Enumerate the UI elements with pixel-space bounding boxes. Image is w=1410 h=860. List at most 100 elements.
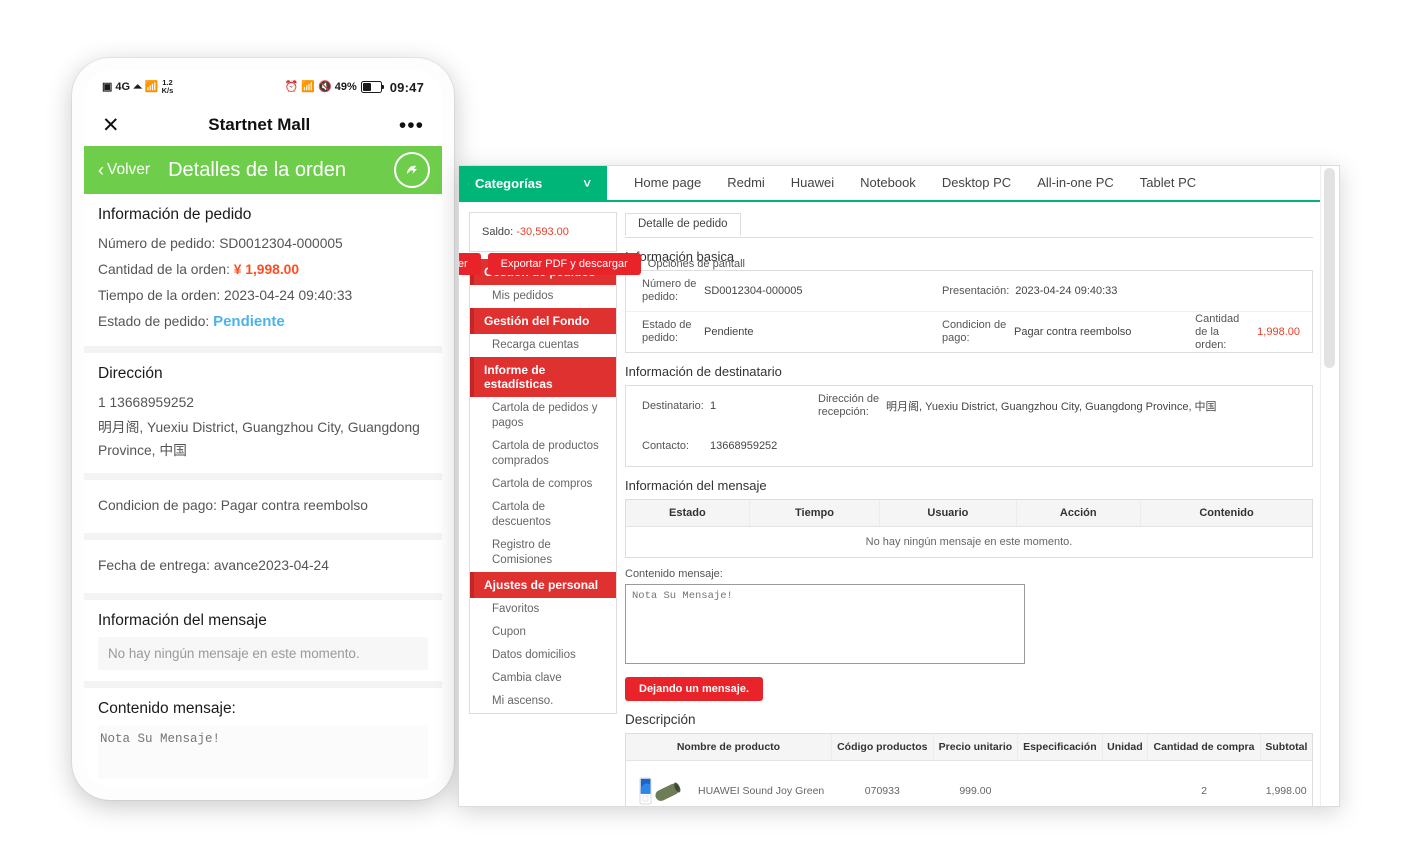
table-row: No hay ningún mensaje en este momento. <box>626 527 1312 558</box>
recipient-name-value: 1 <box>710 400 717 412</box>
col-usuario: Usuario <box>879 500 1017 527</box>
message-info-heading: Información del mensaje <box>98 612 267 629</box>
more-options-icon[interactable]: ••• <box>398 113 424 137</box>
sidebar-item-cartola-de-descuentos[interactable]: Cartola de descuentos <box>492 501 551 528</box>
sidebar-item-registro-de-comisiones[interactable]: Registro de Comisiones <box>492 539 553 566</box>
col-unidad: Unidad <box>1102 734 1149 761</box>
sim-card-icon: ▣ <box>102 80 113 93</box>
address-card: Dirección 1 13668959252 明月阁, Yuexiu Dist… <box>84 353 442 473</box>
address-contact: 1 13668959252 <box>98 395 194 410</box>
message-table: Estado Tiempo Usuario Acción Contenido N… <box>626 500 1312 557</box>
chevron-down-icon: ˅ <box>583 175 591 191</box>
status-badge: Pendiente <box>213 313 285 330</box>
tab-bar: Detalle de pedido <box>625 212 1313 238</box>
product-price: 999.00 <box>959 785 992 797</box>
sidebar-item-cartola-productos-comprados[interactable]: Cartola de productos comprados <box>492 440 599 467</box>
nav-link-desktop-pc[interactable]: Desktop PC <box>941 175 1012 190</box>
product-thumbnail-cell <box>626 761 694 806</box>
sidebar-item-favoritos[interactable]: Favoritos <box>492 603 540 615</box>
order-amount-label: Cantidad de la orden: <box>98 262 230 277</box>
balance-value: -30,593.00 <box>516 226 569 238</box>
order-amount-line: Cantidad de la orden: ¥ 1,998.00 <box>98 257 428 283</box>
sidebar-item-cupon[interactable]: Cupon <box>492 626 526 638</box>
order-status-line: Estado de pedido: Pendiente <box>98 309 428 335</box>
back-button-label: Volver <box>107 161 151 178</box>
submitted-value: 2023-04-24 09:40:33 <box>1015 285 1118 297</box>
status-right-group: ⏰ 📶 🔇 49% 09:47 <box>285 80 424 95</box>
clock-label: 09:47 <box>389 79 424 95</box>
sidebar-menu: Gestion de pedidos Mis pedidos Gestión d… <box>469 259 617 714</box>
sidebar-group-informe-de-estadisticas[interactable]: Informe de estadísticas <box>470 357 616 397</box>
message-table-head: Estado Tiempo Usuario Acción Contenido <box>626 500 1312 527</box>
nav-link-notebook[interactable]: Notebook <box>860 175 916 190</box>
categories-label: Categorías <box>475 175 543 191</box>
basic-info-row-2: Estado de pedido: Pendiente Condicion de… <box>626 311 1312 352</box>
nav-link-home-page[interactable]: Home page <box>634 175 702 190</box>
tab-detalle-de-pedido[interactable]: Detalle de pedido <box>625 213 741 236</box>
product-name: HUAWEI Sound Joy Green <box>698 785 825 797</box>
panel-body: Saldo: -30,593.00 Gestion de pedidos Mis… <box>459 202 1321 806</box>
nav-link-huawei[interactable]: Huawei <box>790 175 835 190</box>
message-textarea[interactable] <box>98 725 428 779</box>
mute-icon: 🔇 <box>318 80 332 93</box>
sidebar-item-cartola-pedidos-pagos[interactable]: Cartola de pedidos y pagos <box>492 402 598 429</box>
desktop-browser-panel: Categorías ˅ Home page Redmi Huawei Note… <box>458 165 1340 807</box>
back-button[interactable]: Volver <box>459 253 481 275</box>
recipient-row-1: Destinatario: 1 Dirección de recepción: … <box>626 386 1312 426</box>
nav-link-redmi[interactable]: Redmi <box>727 175 765 190</box>
categories-dropdown[interactable]: Categorías ˅ <box>459 166 607 200</box>
sidebar-item-recarga-cuentas[interactable]: Recarga cuentas <box>492 339 579 351</box>
sidebar-group-gestion-del-fondo[interactable]: Gestión del Fondo <box>470 308 616 334</box>
back-button[interactable]: ‹ Volver <box>98 161 150 179</box>
order-time-value: 2023-04-24 09:40:33 <box>224 288 353 303</box>
sidebar-item-cambia-clave[interactable]: Cambia clave <box>492 672 562 684</box>
description-box: Nombre de producto Código productos Prec… <box>625 733 1313 806</box>
basic-info-row-1: Número de pedido: SD0012304-000005 Prese… <box>626 271 1312 311</box>
bluetooth-icon: 📶 <box>301 80 316 93</box>
delivery-card: Fecha de entrega: avance2023-04-24 <box>84 540 442 593</box>
export-pdf-button[interactable]: Exportar PDF y descargar <box>487 253 641 275</box>
basic-info-heading-wrap: Información basica Volver Exportar PDF y… <box>459 249 745 275</box>
status-left-group: ▣ 4G ⏶ 📶 1.2 K/s <box>102 79 173 95</box>
order-amount-value: ¥ 1,998.00 <box>233 262 299 277</box>
order-number-line: Número de pedido: SD0012304-000005 <box>98 231 428 257</box>
scrollbar-thumb[interactable] <box>1324 168 1335 368</box>
sidebar-item-datos-domicilios[interactable]: Datos domicilios <box>492 649 576 661</box>
order-time-label: Tiempo de la orden: <box>98 288 221 303</box>
close-icon[interactable]: ✕ <box>102 113 120 137</box>
recipient-box: Destinatario: 1 Dirección de recepción: … <box>625 385 1313 467</box>
message-textarea[interactable] <box>625 584 1025 664</box>
top-navigation: Categorías ˅ Home page Redmi Huawei Note… <box>459 166 1321 202</box>
basic-info-heading: Información basica <box>625 249 735 264</box>
recipient-name-label: Destinatario: <box>642 399 704 412</box>
phone-content-scroll[interactable]: Información de pedido Número de pedido: … <box>84 194 442 788</box>
sidebar-item-mis-pedidos[interactable]: Mis pedidos <box>492 290 554 302</box>
product-code: 070933 <box>864 785 900 797</box>
shop-logo-icon <box>394 152 430 188</box>
col-codigo-productos: Código productos <box>831 734 934 761</box>
order-time-line: Tiempo de la orden: 2023-04-24 09:40:33 <box>98 283 428 309</box>
nav-link-all-in-one-pc[interactable]: All-in-one PC <box>1037 175 1114 190</box>
nav-link-tablet-pc[interactable]: Tablet PC <box>1139 175 1197 190</box>
sidebar-item-mi-ascenso[interactable]: Mi ascenso. <box>492 695 554 707</box>
description-table-body: HUAWEI Sound Joy Green 070933 999.00 2 1… <box>626 761 1312 806</box>
recipient-contact-label: Contacto: <box>642 439 690 452</box>
basic-info-actions: Volver Exportar PDF y descargar Opciones… <box>459 253 745 275</box>
description-header-row: Nombre de producto Código productos Prec… <box>626 734 1312 761</box>
message-empty-text: No hay ningún mensaje en este momento. <box>98 637 428 670</box>
sidebar-item-cartola-de-compros[interactable]: Cartola de compros <box>492 478 593 490</box>
network-speed-indicator: 1.2 K/s <box>162 79 174 95</box>
col-accion: Acción <box>1016 500 1142 527</box>
leave-message-button[interactable]: Dejando un mensaje. <box>625 677 764 701</box>
payment-condition-line: Condicion de pago: Pagar contra reembols… <box>98 498 368 513</box>
phone-mockup: ▣ 4G ⏶ 📶 1.2 K/s ⏰ 📶 🔇 49% 09:47 <box>72 58 454 800</box>
message-header-row: Estado Tiempo Usuario Acción Contenido <box>626 500 1312 527</box>
vertical-scrollbar[interactable] <box>1320 166 1339 806</box>
screen-options-label[interactable]: Opciones de pantall <box>647 257 745 270</box>
pay-condition-value: Pagar contra reembolso <box>1014 326 1132 338</box>
battery-percent-label: 49% <box>334 80 357 93</box>
col-estado: Estado <box>626 500 750 527</box>
order-status-value: Pendiente <box>704 326 754 338</box>
sidebar-group-ajustes-de-personal[interactable]: Ajustes de personal <box>470 572 616 598</box>
